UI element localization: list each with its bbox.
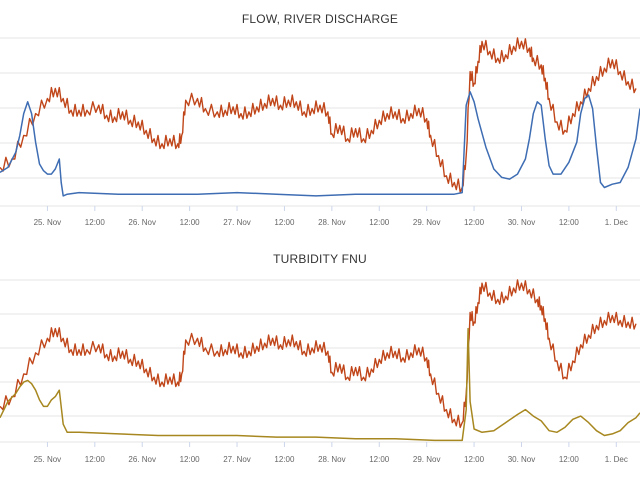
x-tick-label: 29. Nov (413, 218, 441, 227)
x-tick-label: 12:00 (559, 455, 580, 464)
x-tick-label: 30. Nov (508, 455, 536, 464)
x-tick-label: 27. Nov (223, 218, 251, 227)
x-tick-label: 12:00 (464, 455, 485, 464)
x-tick-label: 12:00 (464, 218, 485, 227)
series-line-blue (0, 91, 640, 197)
x-tick-label: 26. Nov (128, 218, 156, 227)
x-tick-label: 12:00 (85, 218, 106, 227)
x-tick-label: 25. Nov (34, 455, 62, 464)
turbidity-chart: TURBIDITY FNU 25. Nov 12:00 26. Nov 12:00 27… (0, 240, 640, 480)
x-tick-label: 12:00 (369, 218, 390, 227)
x-tick-label: 12:00 (180, 218, 201, 227)
turbidity-chart-plot: 25. Nov 12:00 26. Nov 12:00 27. Nov 12:00 28. … (0, 279, 640, 464)
x-tick-label: 12:00 (274, 455, 295, 464)
x-tick-label: 26. Nov (128, 455, 156, 464)
series-line-orange (0, 279, 637, 429)
flow-chart: FLOW, RIVER DISCHARGE 25. Nov 12:00 26. No… (0, 12, 640, 227)
chart-title: TURBIDITY FNU (273, 252, 367, 266)
x-tick-label: 12:00 (559, 218, 580, 227)
x-tick-label: 30. Nov (508, 218, 536, 227)
x-tick-label: 28. Nov (318, 218, 346, 227)
x-tick-label: 12:00 (274, 218, 295, 227)
x-tick-label: 27. Nov (223, 455, 251, 464)
x-tick-label: 25. Nov (34, 218, 62, 227)
x-tick-label: 12:00 (369, 455, 390, 464)
x-tick-label: 12:00 (180, 455, 201, 464)
flow-chart-plot: 25. Nov 12:00 26. Nov 12:00 27. Nov 12:00 28. … (0, 37, 640, 227)
series-line-orange (0, 37, 637, 193)
x-tick-label: 28. Nov (318, 455, 346, 464)
x-tick-label: 1. Dec (605, 218, 628, 227)
x-tick-label: 1. Dec (605, 455, 628, 464)
series-line-olive (0, 327, 640, 442)
chart-title: FLOW, RIVER DISCHARGE (241, 12, 399, 26)
x-tick-label: 29. Nov (413, 455, 441, 464)
x-tick-label: 12:00 (85, 455, 106, 464)
